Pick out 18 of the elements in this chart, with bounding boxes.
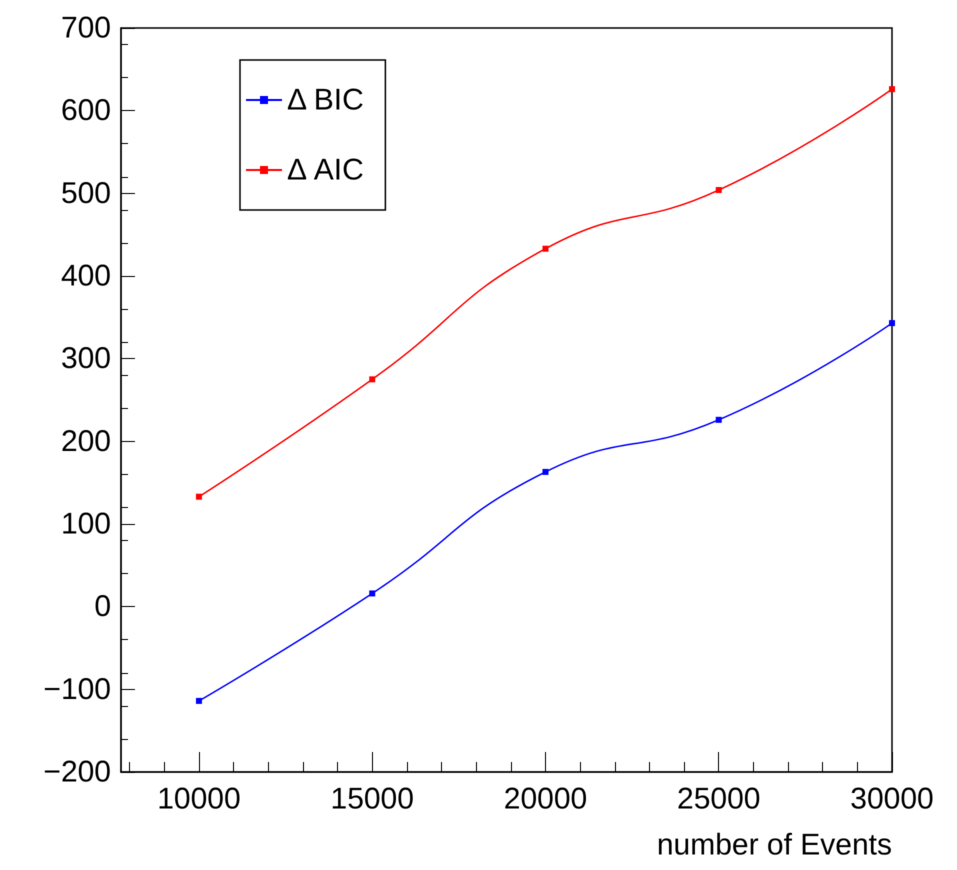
y-tick-label: 300 <box>60 342 111 376</box>
x-tick-label: 25000 <box>677 782 760 816</box>
y-tick-label: −200 <box>43 756 111 788</box>
y-tick-label: −100 <box>43 672 111 706</box>
y-tick-label: 500 <box>60 176 111 210</box>
y-tick-label: 200 <box>60 424 111 458</box>
y-tick-label: 400 <box>60 260 111 292</box>
legend-label: Δ AIC <box>287 154 364 186</box>
y-tick-label: 600 <box>60 94 111 128</box>
x-tick-label: 30000 <box>850 782 934 816</box>
y-tick-label: 0 <box>94 590 111 624</box>
x-tick-label: 20000 <box>504 782 588 816</box>
x-tick-label: 10000 <box>157 782 241 816</box>
legend-label: Δ BIC <box>287 84 364 116</box>
x-axis-title: number of Events <box>656 828 892 862</box>
y-tick-label: 700 <box>60 12 111 44</box>
y-tick-label: 100 <box>60 508 111 540</box>
x-tick-label: 15000 <box>330 782 414 816</box>
